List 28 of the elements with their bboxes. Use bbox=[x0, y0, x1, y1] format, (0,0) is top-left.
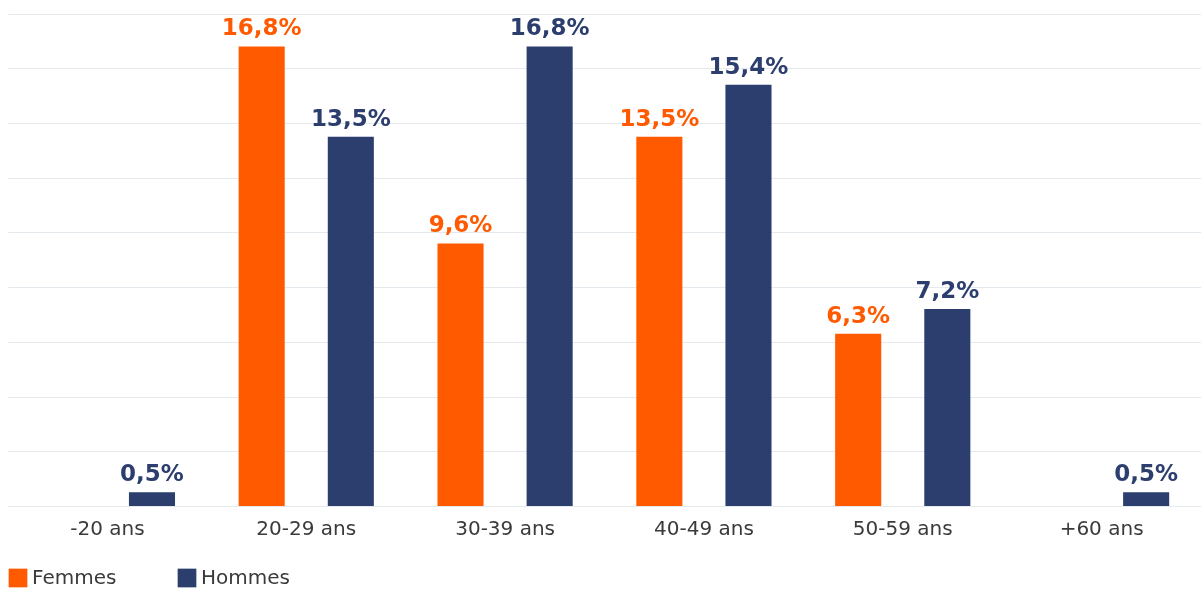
bar bbox=[238, 46, 285, 506]
data-label: 9,6% bbox=[428, 211, 493, 238]
x-tick-label: 50-59 ans bbox=[852, 515, 953, 540]
legend-label: Hommes bbox=[201, 565, 290, 589]
data-label: 6,3% bbox=[826, 301, 891, 328]
x-tick-label: -20 ans bbox=[70, 515, 145, 540]
x-tick-label: 30-39 ans bbox=[455, 515, 555, 540]
x-tick-label: +60 ans bbox=[1059, 515, 1144, 540]
data-label: 16,8% bbox=[221, 14, 302, 41]
data-label: 0,5% bbox=[120, 460, 184, 487]
bar bbox=[1123, 492, 1170, 506]
bar bbox=[327, 136, 374, 506]
x-tick-label: 20-29 ans bbox=[256, 515, 357, 540]
data-label: 0,5% bbox=[1114, 460, 1179, 487]
bar bbox=[128, 492, 176, 506]
legend-label: Femmes bbox=[32, 565, 117, 589]
bar bbox=[924, 309, 971, 506]
data-label: 13,5% bbox=[619, 104, 700, 131]
data-label: 13,5% bbox=[310, 104, 391, 131]
bar bbox=[835, 333, 882, 506]
bar bbox=[636, 136, 683, 506]
data-label: 15,4% bbox=[708, 52, 789, 79]
bar bbox=[526, 46, 573, 506]
bar bbox=[437, 243, 484, 506]
bar bbox=[725, 84, 772, 506]
x-tick-label: 40-49 ans bbox=[654, 515, 754, 540]
data-label: 16,8% bbox=[509, 14, 590, 41]
data-label: 7,2% bbox=[915, 277, 980, 304]
